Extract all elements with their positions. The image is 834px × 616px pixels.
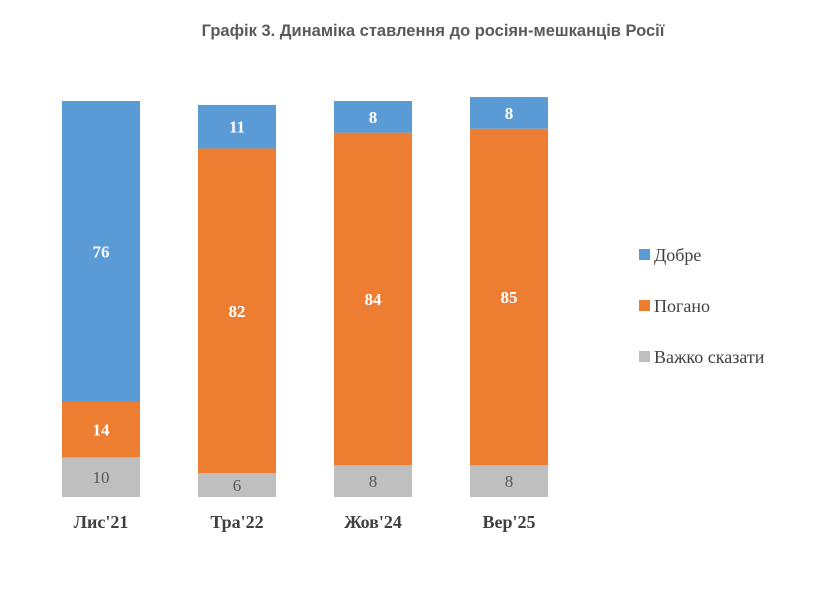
data-label: 14 — [93, 421, 111, 440]
bar-segment — [334, 101, 412, 133]
legend-swatch — [639, 351, 650, 362]
data-label: 8 — [505, 104, 514, 123]
bar-segment — [62, 457, 140, 497]
bar-segment — [198, 473, 276, 497]
legend-label: Важко сказати — [654, 347, 765, 367]
data-label: 8 — [369, 108, 378, 127]
bar-segment — [334, 465, 412, 497]
category-label: Вер'25 — [482, 512, 535, 532]
data-label: 8 — [505, 472, 514, 491]
legend-label: Погано — [654, 296, 710, 316]
legend-label: Добре — [654, 245, 701, 265]
data-label: 10 — [93, 468, 110, 487]
bar-segment — [198, 104, 276, 149]
data-label: 11 — [229, 118, 245, 137]
category-label: Жов'24 — [344, 512, 402, 532]
bar-segment — [62, 401, 140, 458]
bar-segment — [470, 128, 548, 466]
data-label: 85 — [501, 288, 518, 307]
bar-segment — [334, 132, 412, 466]
category-label: Лис'21 — [74, 512, 129, 532]
data-label: 8 — [369, 472, 378, 491]
legend-swatch — [639, 300, 650, 311]
data-label: 6 — [233, 476, 242, 495]
bar-segment — [470, 465, 548, 497]
chart-title: Графік 3. Динаміка ставлення до росіян-м… — [201, 22, 665, 40]
bar-segment — [470, 97, 548, 129]
legend-swatch — [639, 249, 650, 260]
data-label: 84 — [365, 290, 383, 309]
bar-segment — [198, 148, 276, 474]
data-label: 76 — [93, 242, 110, 261]
category-label: Тра'22 — [210, 512, 263, 532]
bar-segment — [62, 101, 140, 402]
data-label: 82 — [229, 302, 246, 321]
